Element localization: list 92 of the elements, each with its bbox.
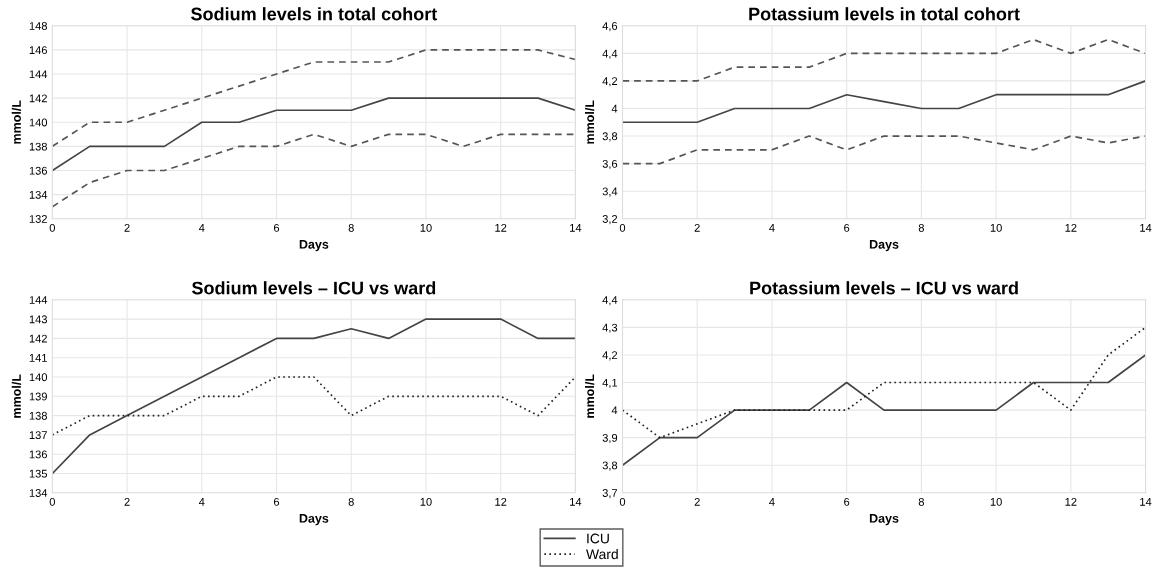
y-tick-label: 4,6 [602,22,618,32]
x-tick-label: 8 [348,497,354,506]
y-tick-label: 3,4 [602,187,618,197]
line-series [52,376,576,436]
y-tick-label: 136 [29,450,47,459]
y-axis-title: mmol/L [584,374,595,418]
y-tick-label: 144 [29,70,48,79]
y-tick-label: 3,7 [602,489,618,499]
y-tick-label: 138 [29,411,47,420]
line-series [52,97,576,172]
x-tick-label: 0 [619,497,626,506]
x-tick-label: 0 [49,497,55,506]
y-tick-label: 4,3 [602,323,618,333]
y-tick-label: 4 [611,104,618,113]
y-axis-title: mmol/L [11,374,22,418]
x-tick-label: 12 [495,497,507,506]
line-series [622,135,1146,165]
y-tick-label: 4 [611,406,618,415]
y-tick-label: 3,9 [602,433,618,444]
x-tick-label: 14 [570,224,582,232]
x-tick-label: 6 [844,223,850,232]
legend-label: ICU [587,533,609,544]
x-tick-label: 10 [420,497,432,506]
x-tick-label: 0 [619,223,626,232]
y-tick-label: 4,4 [602,296,618,306]
x-tick-label: 6 [273,223,280,232]
x-axis-title: Days [869,514,899,526]
y-tick-label: 132 [29,215,47,223]
x-tick-label: 0 [49,223,55,232]
y-tick-label: 144 [29,296,48,304]
x-tick-label: 4 [198,498,205,506]
x-tick-label: 10 [420,223,432,232]
y-tick-label: 3,6 [602,159,618,170]
x-tick-label: 10 [990,223,1002,232]
y-tick-label: 148 [29,22,47,30]
y-tick-label: 146 [29,46,47,55]
y-tick-label: 134 [29,489,48,497]
x-tick-label: 6 [273,497,280,506]
y-tick-label: 143 [29,315,47,324]
x-tick-label: 2 [124,497,130,506]
chart-title: Potassium levels in total cohort [749,7,1020,21]
y-tick-label: 136 [29,166,47,175]
y-tick-label: 135 [29,469,48,478]
chart-title: Sodium levels in total cohort [191,7,438,21]
y-tick-label: 142 [29,334,47,343]
y-axis-title: mmol/L [11,100,22,144]
line-series [622,80,1146,124]
y-tick-label: 3,8 [602,132,618,142]
y-tick-label: 140 [29,373,48,382]
x-tick-label: 12 [1065,497,1077,506]
y-tick-label: 3,8 [602,461,618,471]
x-tick-label: 8 [918,223,924,232]
y-tick-label: 137 [29,431,47,440]
x-tick-label: 14 [570,498,582,506]
y-tick-label: 4,4 [602,49,618,59]
x-tick-label: 4 [769,498,775,506]
x-tick-label: 4 [198,224,205,232]
chart-title: Sodium levels – ICU vs ward [191,281,436,295]
y-tick-label: 4,2 [602,351,618,361]
x-tick-label: 8 [348,223,354,232]
legend-label: Ward [586,548,618,560]
y-tick-label: 141 [29,354,47,362]
x-tick-label: 6 [844,497,850,506]
y-tick-label: 138 [29,142,47,151]
x-tick-label: 10 [990,497,1002,506]
y-tick-label: 4,2 [602,77,618,87]
y-axis-title: mmol/L [584,100,595,144]
x-axis-title: Days [299,239,329,252]
line-series [52,49,576,148]
y-tick-label: 140 [29,118,48,127]
x-tick-label: 12 [495,223,507,232]
x-axis-title: Days [299,514,329,526]
x-tick-label: 12 [1065,223,1077,232]
x-tick-label: 8 [918,497,924,506]
x-tick-label: 2 [124,223,130,232]
line-series [52,133,576,208]
line-series [622,354,1146,467]
line-series [622,38,1146,82]
x-tick-label: 4 [769,224,775,232]
x-tick-label: 14 [1140,224,1152,232]
x-tick-label: 2 [694,497,700,506]
x-axis-title: Days [869,239,899,252]
line-series [622,326,1146,439]
y-tick-label: 134 [29,190,48,199]
line-series [52,318,576,475]
chart-title: Potassium levels – ICU vs ward [750,281,1018,295]
x-tick-label: 2 [694,223,700,232]
y-tick-label: 142 [29,94,47,103]
y-tick-label: 3,2 [602,215,618,225]
y-tick-label: 4,1 [602,378,618,388]
y-tick-label: 139 [29,392,47,401]
x-tick-label: 14 [1140,498,1152,506]
